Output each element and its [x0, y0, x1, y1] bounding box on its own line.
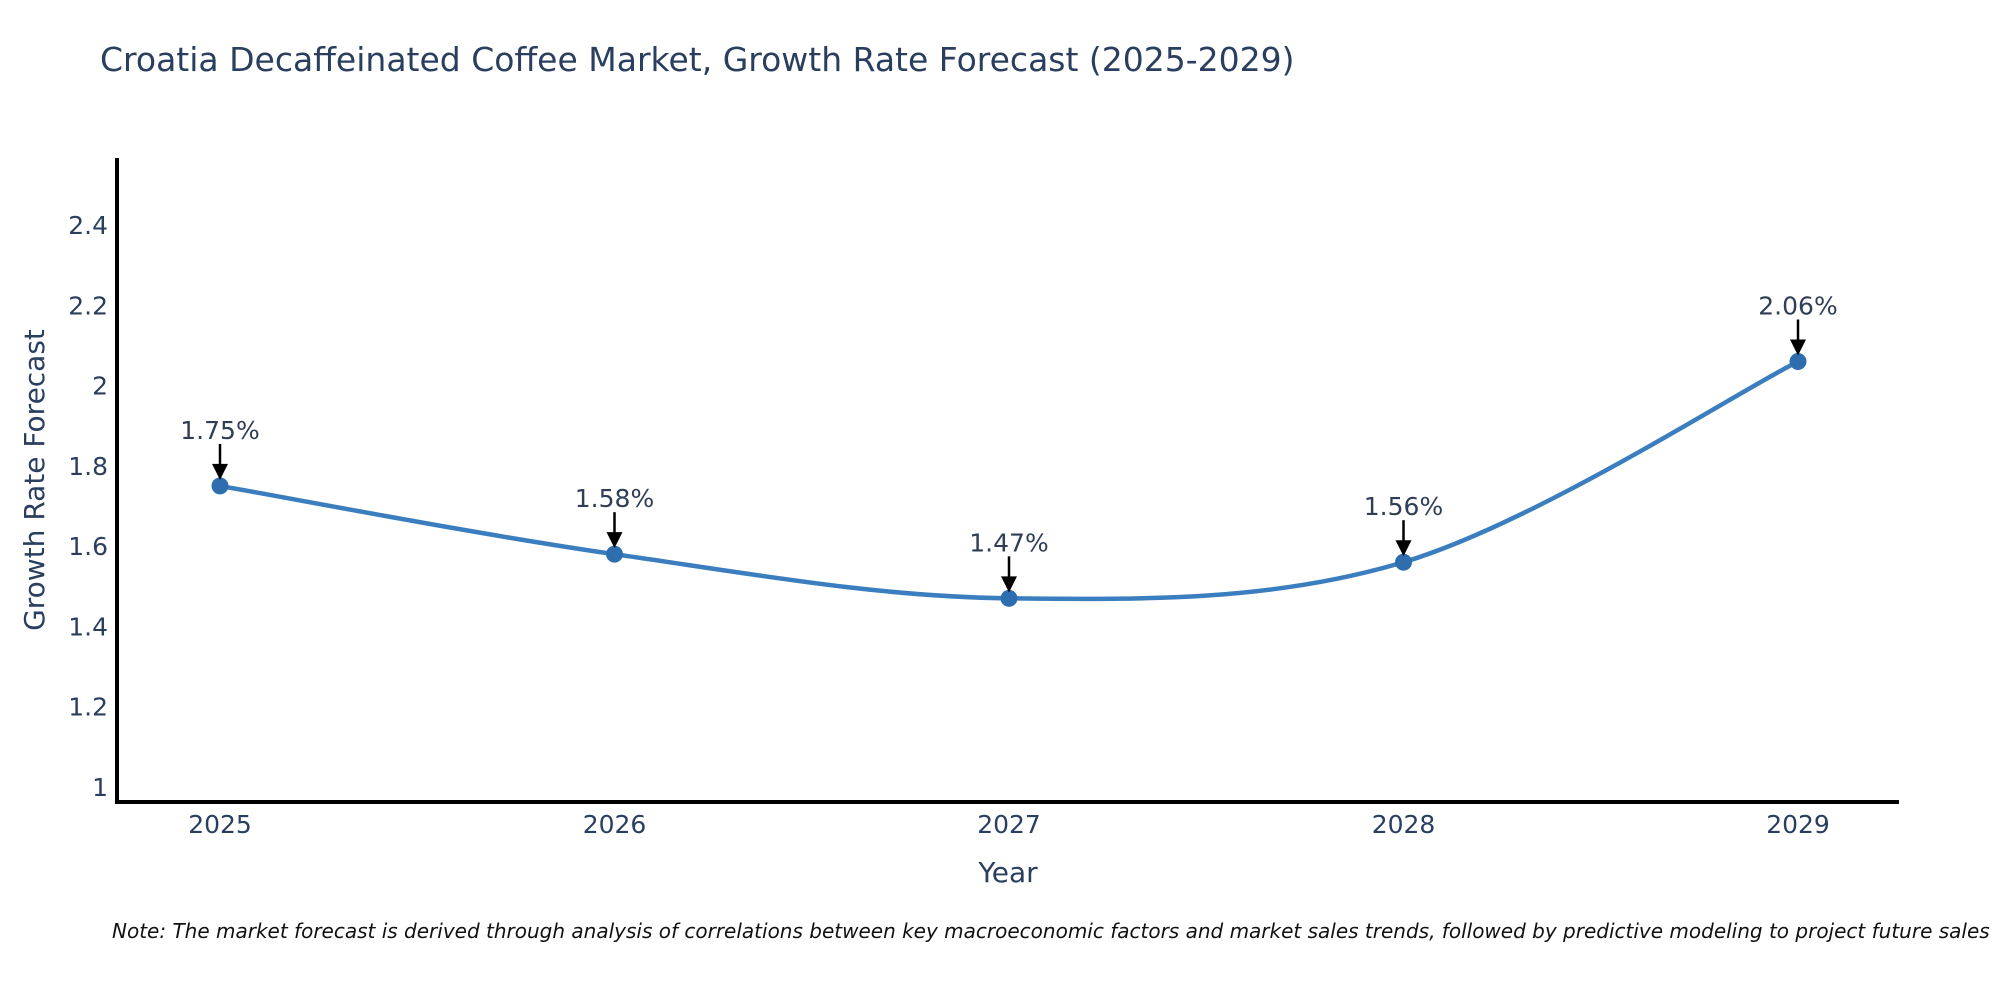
x-tick-label: 2028: [1372, 810, 1436, 839]
point-label: 1.47%: [969, 528, 1048, 557]
x-tick-label: 2027: [977, 810, 1041, 839]
annotation-arrowhead: [1001, 576, 1017, 593]
point-label: 2.06%: [1758, 291, 1837, 320]
annotation-arrowhead: [212, 463, 228, 480]
y-tick-label: 1.2: [68, 693, 108, 722]
y-tick-label: 1.6: [68, 532, 108, 561]
plot-area: 1 1.2 1.4 1.6 1.8 2 2.2 2.4 2025 2026 2027 2028 2029…: [68, 158, 1899, 839]
data-point: [1395, 553, 1412, 571]
point-label: 1.75%: [180, 416, 259, 445]
x-tick-label: 2025: [188, 810, 252, 839]
annotation-arrowhead: [1790, 339, 1806, 356]
y-axis-title: Growth Rate Forecast: [18, 329, 51, 631]
x-axis-title: Year: [977, 856, 1038, 889]
x-tick-label: 2029: [1766, 810, 1830, 839]
data-point: [1000, 589, 1018, 607]
y-tick-label: 1.4: [68, 612, 108, 641]
annotation-arrowhead: [606, 532, 623, 549]
data-point: [211, 477, 229, 495]
chart-title: Croatia Decaffeinated Coffee Market, Gro…: [100, 40, 1295, 79]
y-tick-label: 1.8: [68, 452, 108, 481]
y-tick-label: 2.2: [68, 291, 108, 320]
point-label: 1.58%: [575, 484, 654, 513]
y-tick-label: 2.4: [68, 211, 108, 240]
data-point: [1789, 352, 1807, 370]
x-tick-label: 2026: [583, 810, 647, 839]
y-tick-label: 1: [92, 773, 108, 802]
footnote: Note: The market forecast is derived thr…: [112, 919, 1990, 943]
point-label: 1.56%: [1364, 492, 1443, 521]
y-tick-label: 2: [92, 372, 108, 401]
annotation-arrowhead: [1395, 540, 1412, 557]
data-point: [606, 545, 623, 563]
